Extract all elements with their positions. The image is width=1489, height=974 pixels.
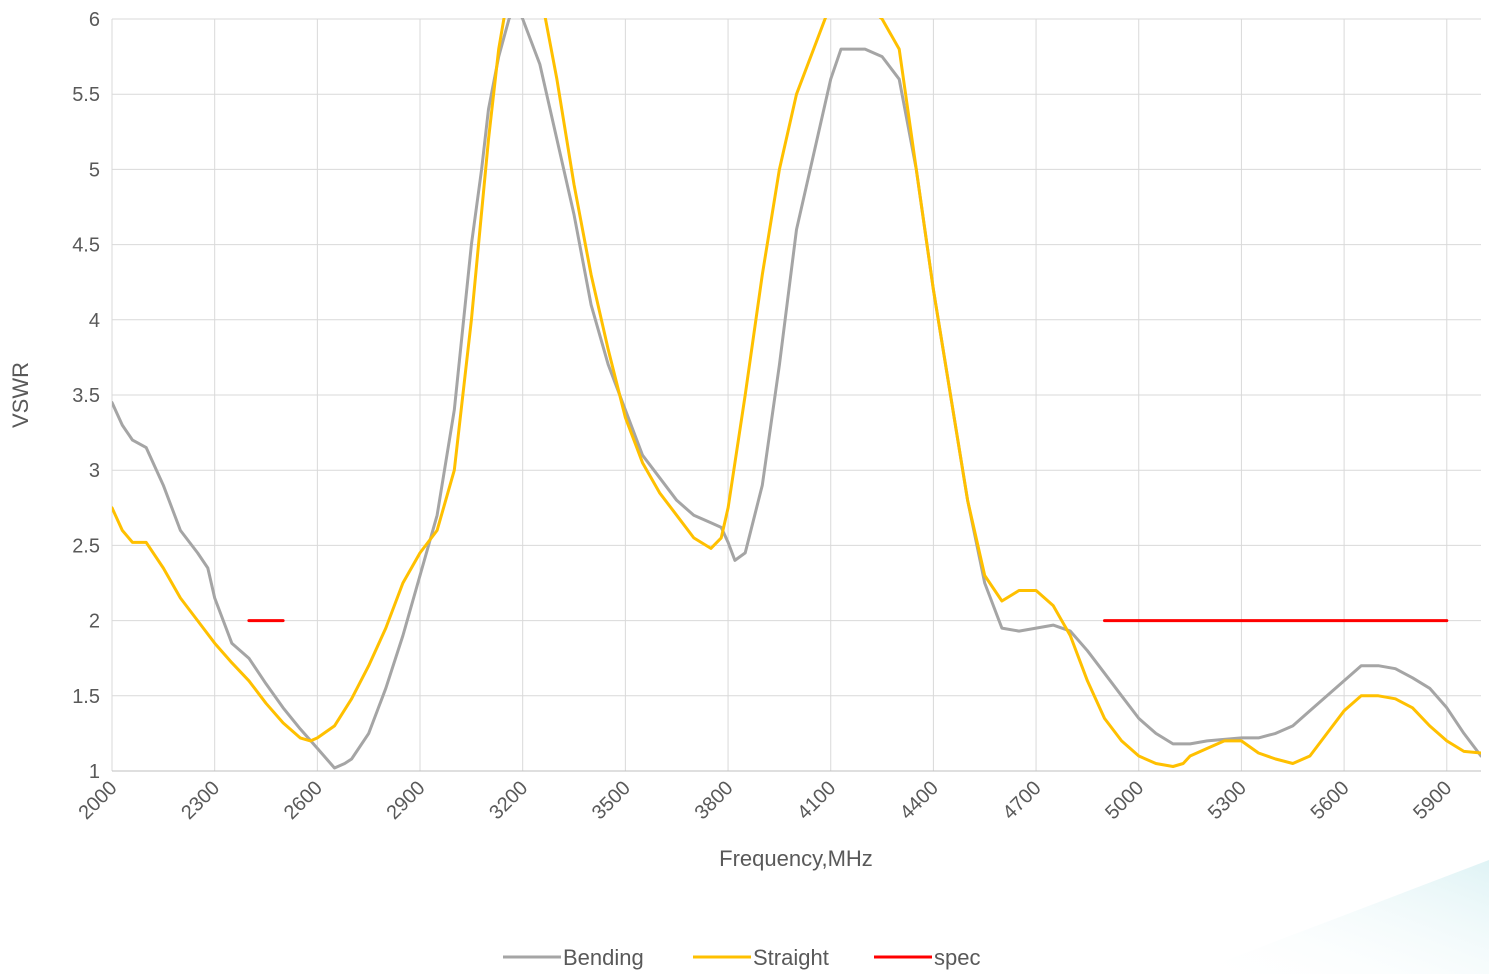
y-tick-label: 3 — [89, 460, 100, 482]
x-axis-ticks: 2000 2300 2600 2900 3200 3500 3800 4100 4400 4700… — [75, 777, 1457, 824]
series-bending-line — [112, 18, 1481, 770]
y-tick-label: 4.5 — [72, 235, 100, 257]
legend-label: Straight — [753, 945, 829, 970]
x-axis-title: Frequency,MHz — [719, 846, 873, 871]
x-tick-label: 2900 — [383, 777, 430, 824]
y-tick-label: 5 — [89, 159, 100, 181]
legend-item-spec: spec — [874, 945, 980, 970]
y-tick-label: 1 — [89, 761, 100, 783]
x-tick-label: 3500 — [588, 777, 635, 824]
x-tick-label: 5600 — [1307, 777, 1354, 824]
legend-item-bending: Bending — [503, 945, 644, 970]
x-tick-label: 2300 — [177, 777, 224, 824]
x-tick-label: 5900 — [1409, 777, 1456, 824]
y-axis-title: VSWR — [8, 362, 33, 428]
x-tick-label: 2600 — [280, 777, 327, 824]
x-tick-label: 5000 — [1101, 777, 1148, 824]
legend-label: spec — [934, 945, 980, 970]
y-tick-label: 1.5 — [72, 686, 100, 708]
x-tick-label: 4700 — [999, 777, 1046, 824]
series-straight-line — [112, 18, 1481, 768]
y-tick-label: 2 — [89, 611, 100, 633]
x-tick-label: 4100 — [793, 777, 840, 824]
y-tick-label: 2.5 — [72, 535, 100, 557]
legend: Bending Straight spec — [503, 945, 980, 970]
x-tick-label: 3800 — [691, 777, 738, 824]
y-tick-label: 5.5 — [72, 84, 100, 106]
x-tick-label: 3200 — [485, 777, 532, 824]
y-tick-label: 4 — [89, 310, 100, 332]
y-tick-label: 6 — [89, 9, 100, 31]
x-tick-label: 5300 — [1204, 777, 1251, 824]
legend-label: Bending — [563, 945, 644, 970]
x-tick-label: 4400 — [896, 777, 943, 824]
corner-decoration — [1190, 860, 1489, 974]
x-tick-label: 2000 — [75, 777, 122, 824]
y-tick-label: 3.5 — [72, 385, 100, 407]
legend-item-straight: Straight — [693, 945, 829, 970]
grid-lines — [111, 18, 1481, 772]
y-axis-ticks: 1 1.5 2 2.5 3 3.5 4 4.5 5 5.5 6 — [72, 9, 100, 783]
series-lines — [112, 18, 1481, 770]
